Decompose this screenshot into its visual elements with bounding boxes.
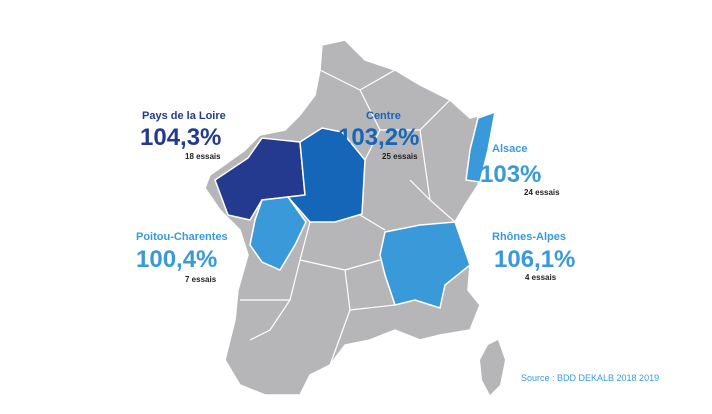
centre-region — [286, 127, 366, 223]
france-map — [204, 39, 505, 396]
department-borders — [240, 69, 456, 366]
region-trials: 4 essais — [525, 273, 557, 282]
region-trials: 24 essais — [524, 188, 560, 197]
labels: Pays de la Loire 104,3% 18 essais Centre… — [136, 110, 659, 383]
region-name: Rhônes-Alpes — [492, 231, 566, 243]
region-name: Poitou-Charentes — [136, 231, 228, 243]
region-name: Pays de la Loire — [142, 110, 226, 122]
poitou-charentes-region — [249, 196, 307, 271]
region-trials: 25 essais — [382, 152, 418, 161]
region-trials: 7 essais — [185, 275, 217, 284]
region-name: Alsace — [492, 143, 527, 155]
region-value: 106,1% — [494, 246, 575, 273]
alsace-region — [465, 110, 496, 183]
region-value: 103,2% — [338, 124, 419, 151]
region-name: Centre — [366, 110, 401, 122]
region-value: 103% — [480, 161, 541, 188]
rhone-alpes-region — [379, 221, 471, 309]
region-value: 104,3% — [140, 124, 221, 151]
region-value: 100,4% — [136, 246, 217, 273]
corsica — [480, 340, 505, 395]
region-trials: 18 essais — [185, 152, 221, 161]
source: Source : BDD DEKALB 2018 2019 — [521, 373, 659, 383]
